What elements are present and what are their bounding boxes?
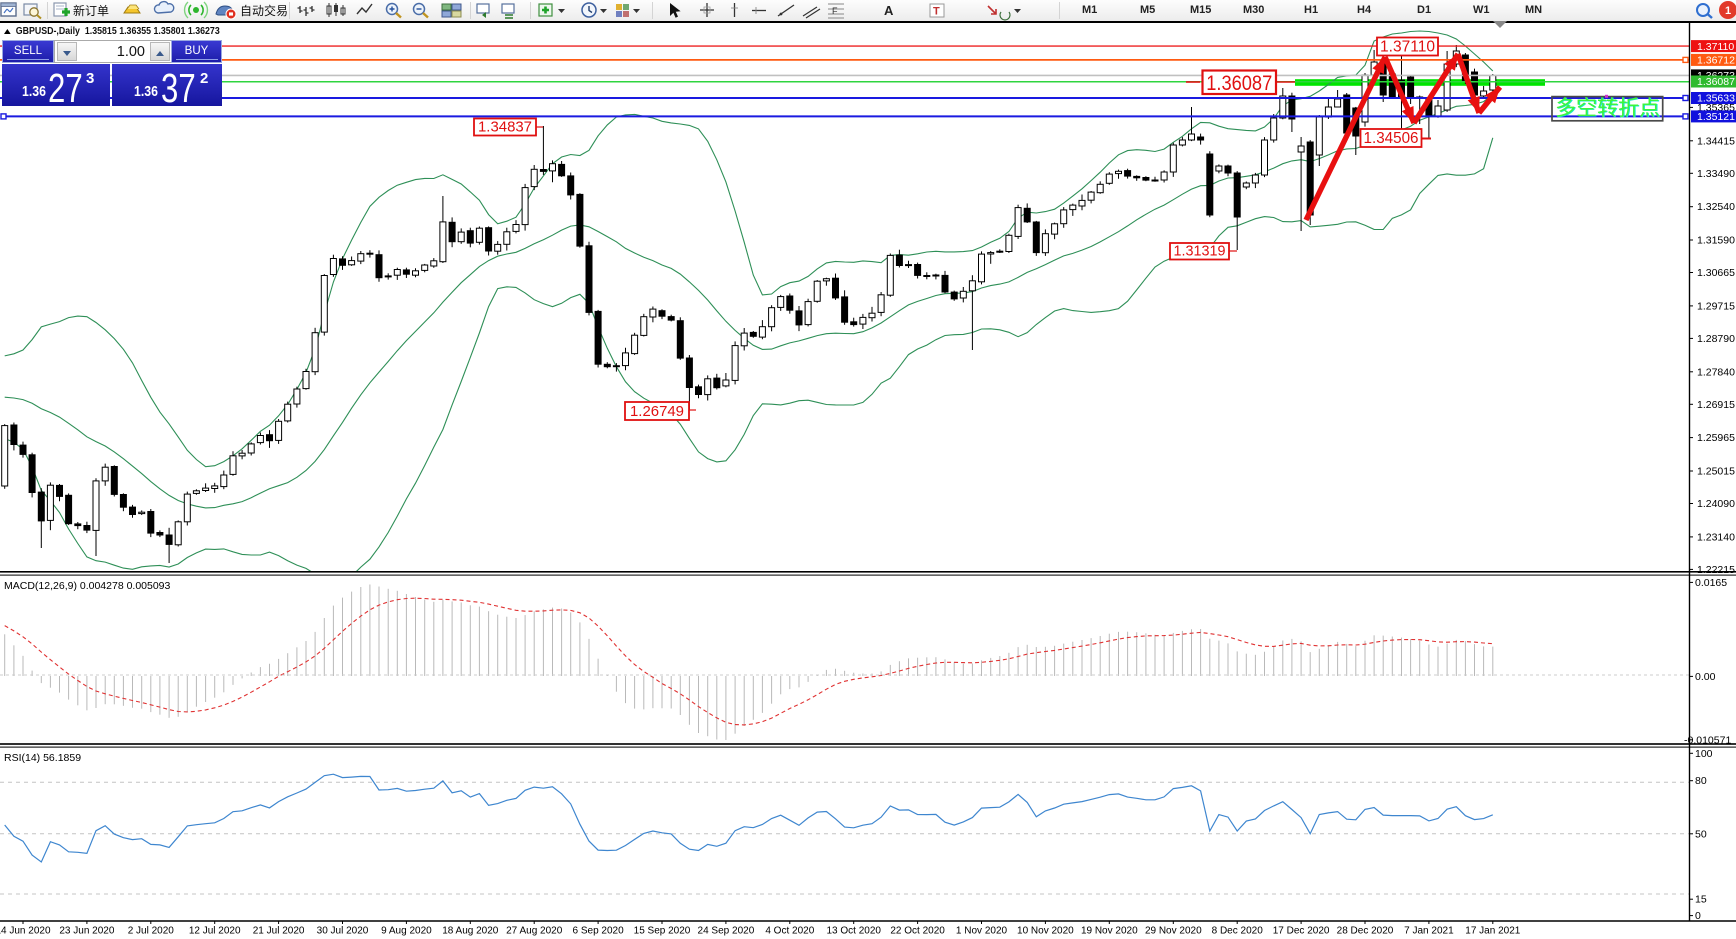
svg-text:新订单: 新订单: [73, 3, 109, 18]
svg-text:1.28790: 1.28790: [1697, 333, 1735, 345]
svg-text:0.00: 0.00: [1695, 671, 1716, 683]
svg-text:17 Jan 2021: 17 Jan 2021: [1465, 926, 1520, 937]
svg-text:6 Sep 2020: 6 Sep 2020: [573, 926, 625, 937]
svg-text:13 Oct 2020: 13 Oct 2020: [826, 926, 881, 937]
svg-text:10 Nov 2020: 10 Nov 2020: [1017, 926, 1074, 937]
svg-text:1.25965: 1.25965: [1697, 432, 1735, 444]
svg-text:1: 1: [1725, 5, 1731, 17]
svg-text:14 Jun 2020: 14 Jun 2020: [0, 926, 51, 937]
svg-text:1.25015: 1.25015: [1697, 466, 1735, 478]
svg-text:100: 100: [1695, 748, 1713, 760]
svg-text:50: 50: [1695, 828, 1707, 840]
svg-text:15 Sep 2020: 15 Sep 2020: [634, 926, 691, 937]
svg-text:1.37110: 1.37110: [1697, 41, 1734, 53]
svg-text:自动交易: 自动交易: [240, 3, 288, 18]
svg-text:1.32540: 1.32540: [1697, 201, 1735, 213]
svg-text:1.35633: 1.35633: [1697, 93, 1735, 105]
svg-text:1.29715: 1.29715: [1697, 300, 1735, 312]
svg-text:0: 0: [1695, 910, 1701, 922]
svg-text:RSI(14) 56.1859: RSI(14) 56.1859: [4, 752, 81, 764]
svg-text:30 Jul 2020: 30 Jul 2020: [317, 926, 369, 937]
svg-text:4 Oct 2020: 4 Oct 2020: [765, 926, 814, 937]
svg-text:1.34506: 1.34506: [1364, 130, 1419, 147]
svg-text:8 Dec 2020: 8 Dec 2020: [1212, 926, 1264, 937]
svg-text:1.37110: 1.37110: [1380, 38, 1435, 55]
svg-text:1.36087: 1.36087: [1697, 76, 1735, 88]
svg-text:1.35121: 1.35121: [1697, 111, 1735, 123]
svg-text:23 Jun 2020: 23 Jun 2020: [59, 926, 114, 937]
svg-text:MACD(12,26,9) 0.004278 0.00509: MACD(12,26,9) 0.004278 0.005093: [4, 580, 171, 592]
svg-text:1.36087: 1.36087: [1206, 72, 1272, 95]
svg-text:0.0165: 0.0165: [1695, 577, 1727, 589]
svg-text:12 Jul 2020: 12 Jul 2020: [189, 926, 241, 937]
svg-text:15: 15: [1695, 894, 1707, 906]
svg-text:1.33490: 1.33490: [1697, 168, 1735, 180]
svg-text:A: A: [884, 3, 894, 18]
svg-text:1.26749: 1.26749: [630, 403, 684, 420]
svg-text:1.31319: 1.31319: [1174, 242, 1226, 259]
svg-text:22 Oct 2020: 22 Oct 2020: [890, 926, 945, 937]
svg-text:19 Nov 2020: 19 Nov 2020: [1081, 926, 1138, 937]
svg-text:7 Jan 2021: 7 Jan 2021: [1404, 926, 1454, 937]
svg-text:28 Dec 2020: 28 Dec 2020: [1337, 926, 1394, 937]
svg-text:1.34415: 1.34415: [1697, 135, 1735, 147]
svg-text:1.27840: 1.27840: [1697, 366, 1735, 378]
svg-text:1.34837: 1.34837: [478, 118, 532, 135]
svg-text:24 Sep 2020: 24 Sep 2020: [698, 926, 755, 937]
svg-text:T: T: [933, 6, 940, 18]
svg-text:80: 80: [1695, 775, 1707, 787]
svg-text:多空转折点: 多空转折点: [1556, 98, 1661, 121]
svg-text:2 Jul 2020: 2 Jul 2020: [128, 926, 175, 937]
svg-text:1.36712: 1.36712: [1697, 55, 1735, 67]
svg-text:27 Aug 2020: 27 Aug 2020: [506, 926, 563, 937]
svg-text:17 Dec 2020: 17 Dec 2020: [1273, 926, 1330, 937]
svg-text:F: F: [832, 6, 838, 16]
svg-text:21 Jul 2020: 21 Jul 2020: [253, 926, 305, 937]
svg-text:多空转折点: 多空转折点: [1555, 97, 1660, 120]
svg-text:1.30665: 1.30665: [1697, 267, 1735, 279]
svg-text:29 Nov 2020: 29 Nov 2020: [1145, 926, 1202, 937]
svg-text:1.24090: 1.24090: [1697, 498, 1735, 510]
svg-text:1.31590: 1.31590: [1697, 235, 1735, 247]
svg-text:1.23140: 1.23140: [1697, 531, 1735, 543]
svg-text:-0.010571: -0.010571: [1684, 734, 1731, 746]
svg-text:9 Aug 2020: 9 Aug 2020: [381, 926, 432, 937]
svg-text:1.22215: 1.22215: [1697, 564, 1735, 576]
svg-text:1.26915: 1.26915: [1697, 399, 1735, 411]
svg-text:1 Nov 2020: 1 Nov 2020: [956, 926, 1008, 937]
svg-text:18 Aug 2020: 18 Aug 2020: [442, 926, 499, 937]
